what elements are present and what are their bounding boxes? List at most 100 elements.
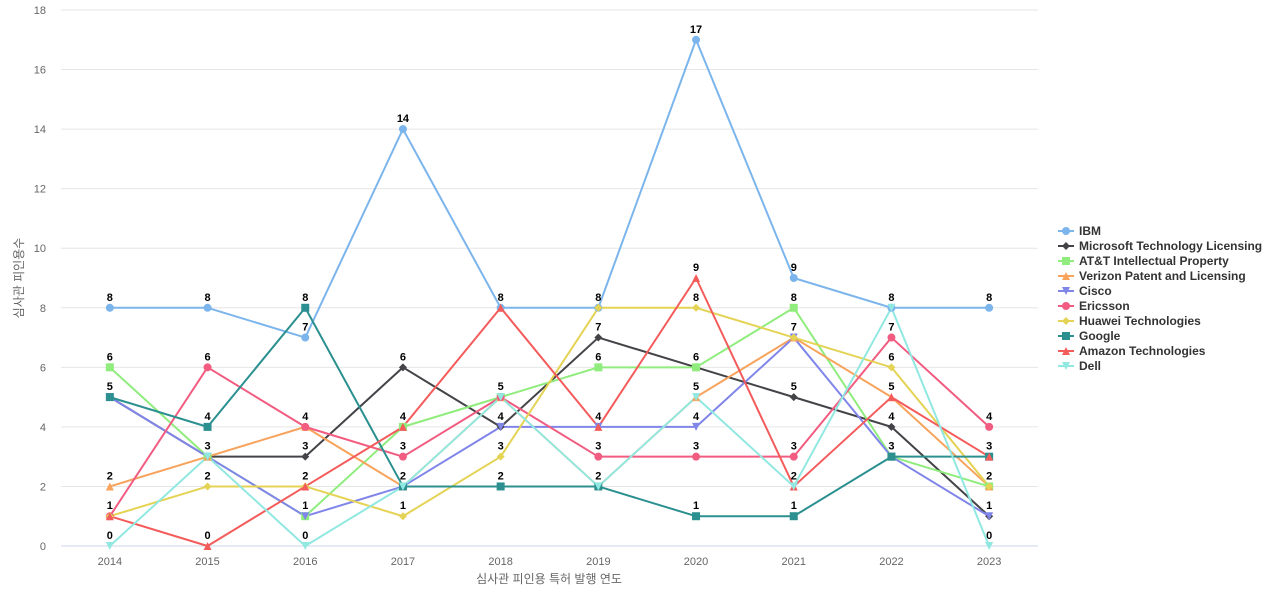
data-point (692, 452, 701, 461)
legend-item[interactable]: Verizon Patent and Licensing (1058, 269, 1246, 283)
data-label: 3 (400, 441, 406, 453)
data-point (985, 512, 994, 521)
data-label: 3 (595, 441, 601, 453)
legend-item[interactable]: Ericsson (1058, 299, 1130, 313)
data-point (985, 422, 994, 431)
data-point (496, 393, 505, 402)
data-point (594, 303, 603, 312)
data-point (301, 303, 310, 312)
x-tick-label: 2016 (293, 556, 317, 568)
x-tick-label: 2023 (977, 556, 1001, 568)
data-point (105, 303, 114, 312)
series-line (109, 306, 991, 547)
data-point (301, 542, 310, 550)
data-label: 4 (498, 411, 505, 423)
data-label: 1 (986, 500, 992, 512)
data-point (594, 452, 603, 461)
data-label: 4 (888, 411, 895, 423)
data-point (203, 452, 212, 461)
data-label: 3 (498, 441, 504, 453)
legend-item[interactable]: IBM (1058, 224, 1101, 238)
data-label: 2 (791, 470, 797, 482)
data-label: 5 (791, 381, 797, 393)
x-tick-label: 2019 (586, 556, 610, 568)
data-point (203, 482, 212, 491)
data-point (496, 452, 505, 461)
y-tick-label: 10 (34, 243, 46, 255)
legend-symbol (1062, 362, 1070, 370)
data-label: 9 (693, 262, 699, 274)
data-point (692, 303, 701, 312)
data-label: 4 (302, 411, 309, 423)
x-tick-label: 2022 (879, 556, 903, 568)
x-tick-label: 2018 (488, 556, 512, 568)
data-point (398, 512, 407, 521)
data-label: 1 (107, 500, 113, 512)
data-point (594, 482, 603, 491)
legend-item[interactable]: Dell (1058, 359, 1101, 373)
data-label: 4 (400, 411, 407, 423)
data-label: 6 (107, 351, 113, 363)
data-label: 3 (693, 441, 699, 453)
series-line (109, 336, 990, 488)
y-axis-title: 심사관 피인용수 (12, 238, 26, 319)
series-line (109, 306, 990, 518)
legend-symbol (1062, 287, 1070, 295)
data-point (105, 542, 114, 550)
series-line (109, 277, 990, 547)
data-point (496, 303, 505, 312)
data-point (692, 274, 701, 282)
data-label: 7 (791, 322, 797, 334)
data-point (496, 422, 505, 431)
data-label: 2 (107, 470, 113, 482)
data-label: 5 (498, 381, 504, 393)
data-label: 4 (986, 411, 993, 423)
data-point (203, 303, 212, 312)
data-label: 2 (595, 470, 601, 482)
legend-item[interactable]: Amazon Technologies (1058, 344, 1206, 358)
data-point (301, 333, 310, 342)
data-point (301, 422, 310, 431)
y-tick-label: 12 (34, 184, 46, 196)
data-point (985, 452, 994, 461)
data-label: 1 (400, 500, 406, 512)
legend-item[interactable]: Huawei Technologies (1058, 314, 1201, 328)
y-tick-label: 18 (34, 5, 46, 17)
data-point (105, 393, 114, 402)
data-label: 17 (690, 24, 702, 36)
series-line (109, 306, 990, 518)
legend-item[interactable]: AT&T Intellectual Property (1058, 254, 1229, 268)
y-tick-label: 14 (34, 124, 46, 136)
series-markers (105, 35, 994, 550)
data-point (985, 303, 994, 312)
data-label: 8 (107, 292, 113, 304)
legend-item[interactable]: Microsoft Technology Licensing (1058, 239, 1262, 253)
data-point (789, 333, 798, 342)
data-label: 0 (302, 530, 308, 542)
data-label: 8 (693, 292, 699, 304)
data-point (985, 482, 994, 491)
data-label: 6 (204, 351, 210, 363)
data-label: 5 (693, 381, 699, 393)
data-point (594, 422, 603, 431)
data-point (789, 512, 798, 521)
data-point (594, 333, 603, 342)
data-point (692, 35, 701, 44)
x-axis-title: 심사관 피인용 특허 발행 연도 (476, 571, 622, 586)
y-tick-label: 8 (40, 303, 46, 315)
series-line (109, 306, 990, 518)
data-point (692, 512, 701, 521)
data-point (789, 482, 798, 491)
data-label: 0 (986, 530, 992, 542)
legend-label: Verizon Patent and Licensing (1079, 269, 1246, 283)
data-label: 6 (595, 351, 601, 363)
legend-symbol (1062, 317, 1070, 325)
y-tick-label: 6 (40, 362, 46, 374)
data-label: 6 (400, 351, 406, 363)
data-label: 7 (302, 322, 308, 334)
data-label: 0 (204, 530, 210, 542)
legend-item[interactable]: Google (1058, 329, 1121, 343)
legend-item[interactable]: Cisco (1058, 284, 1112, 298)
legend-label: Microsoft Technology Licensing (1079, 239, 1262, 253)
